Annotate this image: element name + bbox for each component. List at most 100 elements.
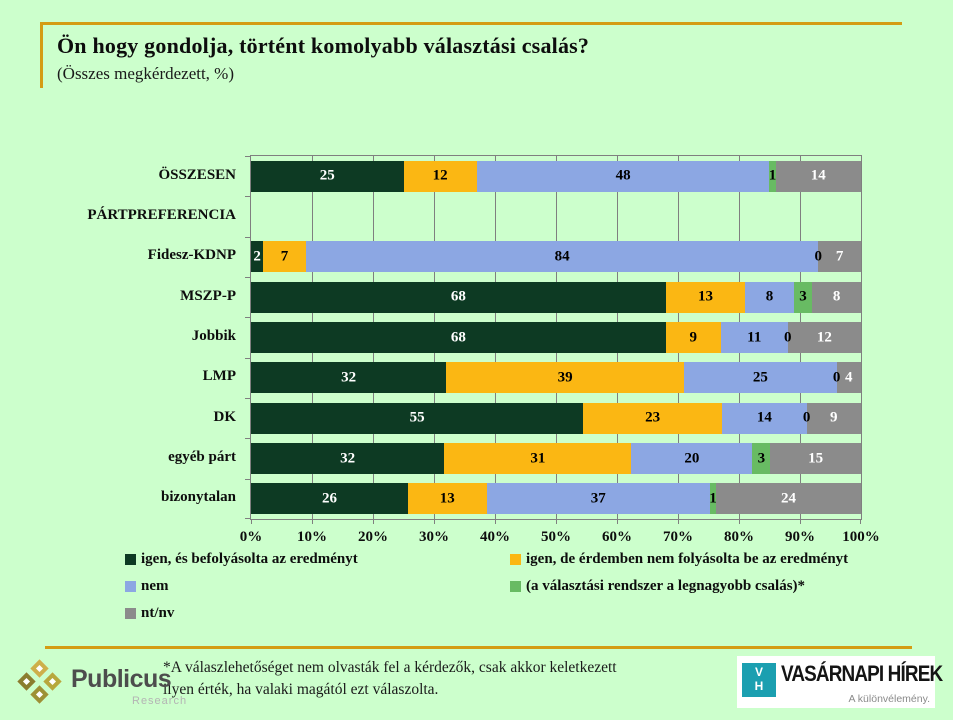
category-label: Jobbik <box>191 327 236 344</box>
bar-value-label: 0 <box>784 329 792 345</box>
axis-tick <box>251 519 252 524</box>
bar-segment: 3 <box>793 281 813 313</box>
bar-segment: 8 <box>812 281 861 313</box>
bar-value-label: 13 <box>697 288 713 305</box>
bar-value-label: 32 <box>340 450 356 466</box>
axis-tick <box>373 519 374 524</box>
category-tick <box>245 317 250 319</box>
bar-value-label: 0 <box>832 369 841 386</box>
x-axis-tick-label: 60% <box>602 529 632 545</box>
publicus-logo-sub: Research <box>132 695 188 707</box>
bar-value-label: 68 <box>450 329 466 345</box>
axis-tick <box>434 519 435 524</box>
x-axis-tick-label: 50% <box>541 529 571 545</box>
vh-logo-title: VASÁRNAPI HÍREK <box>781 661 943 686</box>
page-title: Ön hogy gondolja, történt komolyabb vála… <box>57 33 590 58</box>
bar-segment: 32 <box>251 362 447 394</box>
bar-value-label: 23 <box>645 409 661 426</box>
x-axis-tick-label: 90% <box>785 529 815 545</box>
bar-segment: 23 <box>583 402 723 434</box>
legend-label: (a választási rendszer a legnagyobb csal… <box>526 578 806 594</box>
bar-segment: 68 <box>251 281 666 313</box>
publicus-diamond-icon <box>30 659 49 678</box>
category-label: PÁRTPREFERENCIA <box>87 206 236 223</box>
bar-value-label: 4 <box>845 369 853 386</box>
vh-logo-tagline: A különvélemény. <box>848 693 930 705</box>
bar-segment: 39 <box>446 362 685 394</box>
axis-tick <box>495 519 496 524</box>
bar-segment: 84 <box>305 241 819 273</box>
bar-segment: 12 <box>403 160 477 192</box>
bar-value-label: 68 <box>450 288 466 305</box>
footnote-line-1: *A válaszlehetőséget nem olvasták fel a … <box>163 659 617 676</box>
category-label: LMP <box>202 368 236 385</box>
bar-segment: 32 <box>251 443 445 474</box>
category-tick <box>245 196 250 198</box>
category-labels: ÖSSZESEN PÁRTPREFERENCIA Fidesz-KDNP MSZP-P… <box>40 155 243 520</box>
vh-initial-h: H <box>754 679 764 693</box>
bar-row: 2 7 84 0 7 <box>251 241 861 273</box>
legend-label: nem <box>141 578 169 594</box>
category-tick <box>245 236 250 238</box>
bar-segment: 20 <box>631 443 753 474</box>
bar-segment: 8 <box>745 281 794 313</box>
x-axis-tick-label: 20% <box>358 529 388 545</box>
category-label: egyéb párt <box>168 448 236 465</box>
category-label: DK <box>213 408 237 425</box>
bar-segment: 68 <box>251 322 666 353</box>
bar-row: 26 13 37 1 24 <box>251 483 861 515</box>
category-tick <box>245 398 250 399</box>
bar-value-label: 11 <box>747 329 762 345</box>
top-accent-line <box>40 22 902 25</box>
category-tick <box>245 478 250 480</box>
axis-tick <box>678 519 679 524</box>
bar-value-label: 2 <box>253 248 261 265</box>
axis-tick <box>860 519 861 524</box>
axis-tick <box>739 519 740 524</box>
vh-monogram-icon: V H <box>742 663 776 697</box>
axis-tick <box>312 519 313 524</box>
x-axis-tick-label: 70% <box>663 529 693 545</box>
bar-segment: 2 <box>251 241 264 273</box>
bar-segment: 55 <box>251 402 584 434</box>
title-accent-bar <box>40 22 43 88</box>
bar-segment: 26 <box>251 483 409 515</box>
legend-item: (a választási rendszer a legnagyobb csal… <box>510 578 805 595</box>
footer-accent-line <box>45 646 912 649</box>
bar-segment: 12 <box>787 322 861 353</box>
legend-item: igen, és befolyásolta az eredményt <box>125 551 358 568</box>
bar-value-label: 55 <box>409 409 425 426</box>
x-axis-tick-label: 10% <box>297 529 327 545</box>
bar-segment: 7 <box>263 241 306 273</box>
footnote: *A válaszlehetőséget nem olvasták fel a … <box>163 657 617 701</box>
legend-swatch-icon <box>510 581 521 592</box>
bar-segment: 9 <box>806 402 861 434</box>
bar-row: 32 31 20 3 15 <box>251 443 861 474</box>
bar-value-label: 25 <box>319 167 335 184</box>
bar-segment: 48 <box>476 160 770 192</box>
legend-swatch-icon <box>125 608 136 619</box>
bar-segment: 1 <box>769 160 776 192</box>
legend-item: nem <box>125 578 169 595</box>
plot-area: 25 12 48 1 14 2 7 84 0 7 68 13 8 3 8 68 9 11 0 12 32 39 25 0 4 55… <box>245 155 862 524</box>
x-axis-tick-label: 0% <box>239 529 263 545</box>
category-tick <box>245 438 250 440</box>
bar-value-label: 7 <box>280 248 289 265</box>
axis-tick <box>800 519 801 524</box>
bar-value-label: 0 <box>802 409 811 426</box>
bar-row: 25 12 48 1 14 <box>251 160 861 192</box>
bar-value-label: 14 <box>756 409 772 426</box>
bar-value-label: 84 <box>554 248 570 265</box>
legend-label: nt/nv <box>141 605 175 621</box>
legend-label: igen, és befolyásolta az eredményt <box>141 551 358 567</box>
x-axis: 0% 10% 20% 30% 40% 50% 60% 70% 80% 90% 100% <box>240 529 880 549</box>
publicus-diamond-icon <box>43 672 62 691</box>
bar-value-label: 3 <box>799 288 807 305</box>
axis-tick <box>617 519 618 524</box>
bar-segment: 25 <box>684 362 837 394</box>
bar-value-label: 37 <box>590 490 606 507</box>
bar-row: 68 9 11 0 12 <box>251 322 861 353</box>
x-axis-tick-label: 40% <box>480 529 510 545</box>
bar-value-label: 13 <box>439 490 455 507</box>
bar-value-label: 26 <box>322 490 337 507</box>
